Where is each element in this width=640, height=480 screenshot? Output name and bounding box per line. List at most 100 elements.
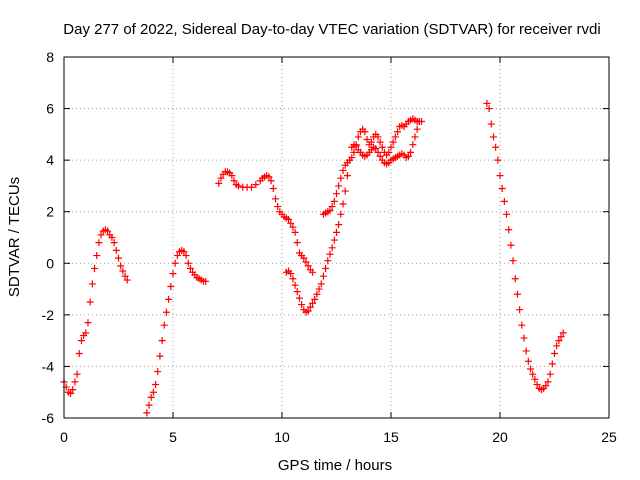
data-point (387, 143, 395, 151)
data-point (374, 148, 382, 156)
data-point (348, 154, 356, 162)
data-point (376, 152, 384, 160)
data-point (309, 299, 317, 307)
data-point (306, 303, 314, 311)
data-point (322, 264, 330, 272)
data-point (171, 259, 179, 267)
data-point (287, 270, 295, 278)
data-point (324, 257, 332, 265)
data-point (524, 357, 532, 365)
data-point (97, 231, 105, 239)
data-point (302, 258, 310, 266)
data-point (367, 138, 375, 146)
data-point (411, 133, 419, 141)
data-point (533, 380, 541, 388)
data-point (274, 203, 282, 211)
data-point (289, 223, 297, 231)
data-point (173, 252, 181, 260)
data-point (121, 272, 129, 280)
data-point (315, 285, 323, 293)
y-tick-label: 4 (46, 152, 54, 168)
data-point (108, 234, 116, 241)
data-point (391, 133, 399, 141)
data-point (313, 290, 321, 298)
data-point (267, 177, 275, 185)
data-point (71, 378, 79, 386)
data-point (352, 141, 360, 149)
data-point (271, 195, 279, 203)
data-point (311, 295, 319, 303)
data-point (409, 141, 417, 149)
data-point (326, 250, 334, 258)
data-point (333, 190, 340, 198)
data-point (548, 360, 556, 368)
data-point (330, 197, 338, 205)
data-point (385, 148, 393, 156)
data-point (165, 295, 173, 303)
data-point (84, 319, 92, 327)
data-point (374, 133, 382, 141)
data-point (154, 368, 162, 376)
data-points (60, 99, 567, 417)
plot-frame (63, 56, 610, 419)
data-point (149, 388, 157, 396)
data-point (509, 257, 517, 265)
data-point (339, 166, 347, 174)
data-point (67, 390, 75, 398)
y-tick-label: 6 (46, 101, 54, 117)
data-point (378, 143, 386, 151)
data-point (95, 239, 103, 247)
data-point (293, 288, 301, 296)
data-point (123, 276, 131, 284)
data-point (341, 187, 349, 195)
data-point (180, 248, 188, 256)
data-point (158, 337, 166, 345)
data-point (335, 221, 343, 229)
y-tick-label: -2 (42, 307, 55, 323)
data-point (167, 282, 175, 290)
data-point (404, 152, 412, 160)
data-point (494, 156, 502, 164)
data-point (337, 174, 345, 182)
data-point (339, 200, 347, 208)
data-point (182, 252, 190, 260)
data-point (104, 227, 112, 235)
data-point (304, 262, 312, 270)
data-point (557, 333, 565, 341)
data-point (328, 203, 336, 211)
data-point (389, 138, 397, 146)
y-tick-label: 8 (46, 49, 54, 65)
data-point (291, 281, 299, 289)
x-tick-label: 25 (601, 429, 617, 445)
data-point (498, 185, 506, 193)
x-tick-label: 0 (60, 429, 68, 445)
data-point (160, 321, 168, 329)
data-point (147, 393, 155, 401)
data-point (169, 270, 177, 278)
data-point (394, 128, 402, 136)
data-point (309, 268, 317, 276)
x-tick-label: 15 (383, 429, 399, 445)
data-point (186, 264, 194, 272)
data-point (319, 272, 327, 280)
data-point (503, 210, 511, 218)
data-point (363, 136, 371, 144)
data-point (507, 241, 515, 249)
data-point (110, 239, 118, 247)
data-point (77, 337, 85, 345)
data-point (86, 298, 94, 306)
data-point (82, 329, 90, 337)
data-point (247, 183, 255, 191)
data-point (527, 365, 535, 373)
data-point (269, 185, 277, 193)
data-point (252, 181, 260, 189)
data-point (91, 264, 99, 272)
y-tick-label: -4 (42, 358, 55, 374)
data-point (529, 370, 537, 378)
data-point (69, 386, 77, 394)
data-point (291, 228, 299, 236)
data-point (407, 148, 415, 156)
data-point (293, 239, 301, 247)
data-point (75, 350, 83, 358)
data-point (228, 172, 236, 180)
